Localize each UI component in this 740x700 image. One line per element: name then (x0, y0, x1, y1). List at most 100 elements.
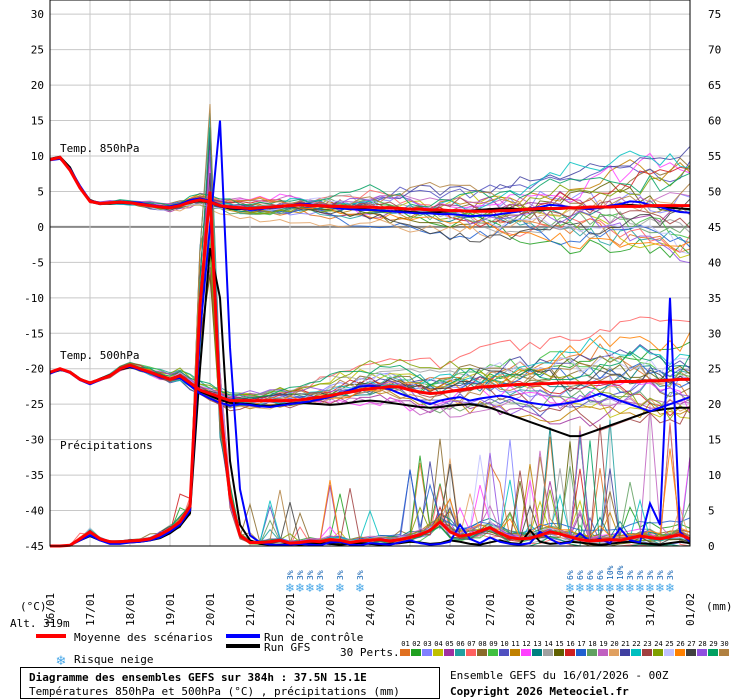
pert-key-swatch (466, 649, 476, 656)
panel-label-500: Temp. 500hPa (60, 349, 140, 362)
pert-key-label: 14 (544, 640, 552, 648)
legend-mean-label: Moyenne des scénarios (74, 631, 214, 644)
snow-pct-group: 6% (596, 570, 605, 580)
snow-risk-marker: ❄3% (295, 570, 305, 595)
pert-key-swatch (642, 649, 652, 656)
snow-risk-marker: ❄3% (655, 570, 665, 595)
altitude-label: Alt. 319m (10, 617, 70, 630)
x-tick-text: 26/01 (444, 593, 457, 626)
x-tick-text: 30/01 (604, 593, 617, 626)
x-tick-text: 23/01 (324, 593, 337, 626)
snow-pct-group: 10% (616, 565, 625, 580)
pert-key-label: 15 (555, 640, 563, 648)
y-tick-left: -35 (24, 469, 44, 482)
y-tick-right: 40 (708, 256, 721, 269)
snow-pct: 6% (576, 570, 585, 580)
snow-risk-marker: ❄3% (315, 570, 325, 595)
pert-key-swatch (444, 649, 454, 656)
series-850-mean (49, 155, 690, 213)
x-tick-text: 16/01 (44, 593, 57, 626)
tick-labels: 302520151050-5-10-15-20-25-30-35-40-4575… (24, 8, 721, 626)
pert-key-swatch (598, 649, 608, 656)
snow-pct-group: 6% (566, 570, 575, 580)
perturbation-line (50, 150, 691, 547)
snowflake-icon: ❄ (565, 581, 575, 595)
pert-key-label: 26 (676, 640, 684, 648)
x-tick-text: 17/01 (84, 593, 97, 626)
y-tick-right: 55 (708, 150, 721, 163)
pert-key-label: 20 (610, 640, 618, 648)
plot-frame (49, 0, 691, 547)
pert-key-label: 03 (423, 640, 431, 648)
x-tick-text: 24/01 (364, 593, 377, 626)
snowflake-icon: ❄ (655, 581, 665, 595)
pert-key-label: 05 (445, 640, 453, 648)
pert-key-label: 02 (412, 640, 420, 648)
y-tick-left: -45 (24, 540, 44, 553)
series-precip-control (50, 120, 691, 547)
x-tick-label: 26/01 (444, 593, 457, 626)
pert-key-swatch (686, 649, 696, 656)
pert-key-swatch (697, 649, 707, 656)
snow-pct-group: 3% (656, 570, 665, 580)
snow-pct: 6% (596, 570, 605, 580)
snow-pct-group: 3% (636, 570, 645, 580)
snow-risk-marker: ❄3% (355, 570, 365, 595)
snow-risk-marker: ❄6% (575, 570, 585, 595)
pert-key-label: 06 (456, 640, 464, 648)
snow-pct: 6% (586, 570, 595, 580)
snow-risk-marker: ❄6% (585, 570, 595, 595)
x-tick-label: 16/01 (44, 593, 57, 626)
snowflake-icon: ❄ (585, 581, 595, 595)
snowflake-icon: ❄ (355, 581, 365, 595)
snow-pct-group: 6% (576, 570, 585, 580)
pert-key-label: 18 (588, 640, 596, 648)
snow-pct-group: 3% (666, 570, 675, 580)
perturbation-line (49, 367, 691, 432)
snow-risk-marker: ❄3% (645, 570, 655, 595)
perturbation-line (49, 156, 691, 220)
x-tick-text: 18/01 (124, 593, 137, 626)
snow-risk-marker: ❄3% (635, 570, 645, 595)
y-tick-right: 65 (708, 79, 721, 92)
legend-mean-swatch (36, 634, 66, 638)
snowflake-icon: ❄ (635, 581, 645, 595)
chart-axes (49, 0, 691, 547)
snow-pct-group: 3% (626, 570, 635, 580)
pert-key-swatch (631, 649, 641, 656)
pert-key-label: 25 (665, 640, 673, 648)
perturbation-line (49, 350, 691, 399)
x-tick-text: 31/01 (644, 593, 657, 626)
x-tick-label: 24/01 (364, 593, 377, 626)
snow-pct: 3% (336, 570, 345, 580)
pert-key-label: 19 (599, 640, 607, 648)
x-tick-text: 01/02 (684, 593, 697, 626)
snowflake-icon: ❄ (625, 581, 635, 595)
y-tick-left: 15 (31, 115, 44, 128)
pert-key-label: 12 (522, 640, 530, 648)
snow-pct-group: 6% (586, 570, 595, 580)
pert-key-label: 09 (489, 640, 497, 648)
panel-label-850: Temp. 850hPa (60, 142, 140, 155)
y-tick-right: 30 (708, 327, 721, 340)
pert-key-label: 17 (577, 640, 585, 648)
pert-key-swatch (620, 649, 630, 656)
pert-key-swatch (532, 649, 542, 656)
snow-pct: 3% (646, 570, 655, 580)
snow-pct: 3% (306, 570, 315, 580)
legend-control-swatch (226, 634, 260, 638)
snow-pct: 10% (606, 565, 615, 580)
snowflake-icon: ❄ (615, 581, 625, 595)
pert-key-label: 16 (566, 640, 574, 648)
snow-risk-marker: ❄3% (285, 570, 295, 595)
pert-key-swatch (400, 649, 410, 656)
footer-subtitle: Températures 850hPa et 500hPa (°C) , pré… (29, 685, 400, 698)
pert-key-swatch (576, 649, 586, 656)
snow-pct: 10% (616, 565, 625, 580)
x-tick-label: 25/01 (404, 593, 417, 626)
y-tick-left: 5 (37, 185, 44, 198)
y-tick-right: 60 (708, 115, 721, 128)
x-tick-label: 31/01 (644, 593, 657, 626)
y-tick-left: -10 (24, 292, 44, 305)
main-run-lines (49, 120, 691, 548)
